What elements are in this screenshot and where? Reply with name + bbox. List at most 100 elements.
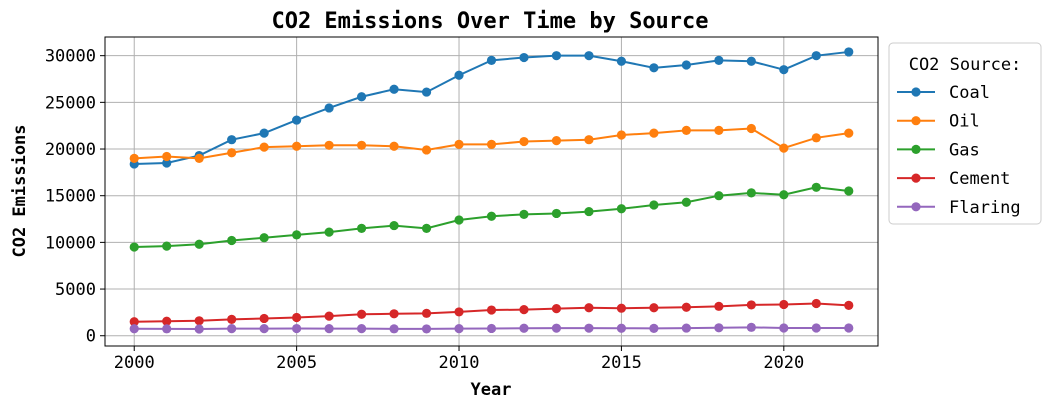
data-point-oil (162, 151, 172, 162)
series-layer (129, 47, 854, 334)
data-point-gas (129, 242, 139, 252)
y-tick-label: 10000 (45, 233, 96, 253)
legend-title: CO2 Source: (909, 55, 1022, 75)
data-point-cement (779, 299, 789, 310)
data-point-flaring (779, 323, 789, 333)
data-point-oil (356, 140, 367, 150)
data-point-flaring (129, 324, 139, 334)
y-tick-label: 0 (86, 327, 96, 347)
data-point-gas (681, 197, 691, 207)
legend-item-flaring: Flaring (897, 198, 1021, 218)
data-point-coal (421, 87, 432, 97)
x-axis-label: Year (471, 380, 512, 400)
data-point-gas (649, 200, 659, 210)
data-point-oil (681, 125, 691, 135)
x-tick-label: 2020 (763, 353, 804, 373)
data-point-oil (389, 141, 399, 151)
data-point-cement (324, 311, 334, 321)
data-point-coal (389, 84, 399, 94)
series-flaring (129, 322, 854, 334)
data-point-coal (324, 103, 334, 113)
data-point-coal (681, 60, 691, 70)
x-tick-label: 2005 (276, 353, 317, 373)
legend-marker-gas (911, 144, 921, 154)
x-tick-label: 2000 (114, 353, 155, 373)
data-point-gas (486, 211, 497, 221)
data-point-gas (519, 209, 529, 219)
data-point-oil (649, 128, 659, 138)
data-point-cement (227, 314, 237, 324)
legend-marker-oil (911, 116, 921, 126)
legend-label-flaring: Flaring (949, 198, 1021, 218)
data-point-cement (454, 307, 464, 317)
data-point-flaring (681, 323, 691, 333)
data-point-coal (779, 65, 789, 75)
data-point-gas (259, 233, 269, 243)
data-point-gas (844, 186, 854, 196)
y-tick-label: 25000 (45, 93, 96, 113)
data-point-flaring (519, 323, 529, 333)
x-tick-label: 2010 (439, 353, 480, 373)
data-point-cement (292, 312, 302, 323)
data-point-gas (421, 223, 432, 233)
data-point-gas (584, 206, 594, 217)
data-point-oil (519, 136, 529, 147)
data-point-oil (746, 123, 756, 134)
data-point-oil (259, 142, 269, 152)
data-point-flaring (714, 323, 724, 333)
data-point-flaring (746, 322, 756, 332)
data-point-oil (194, 153, 204, 163)
data-point-cement (421, 308, 432, 318)
data-point-flaring (162, 324, 172, 334)
data-point-cement (844, 300, 854, 310)
grid-layer (105, 37, 878, 346)
data-point-gas (227, 235, 237, 246)
data-point-gas (324, 227, 334, 237)
legend-item-gas: Gas (897, 140, 980, 160)
data-point-gas (389, 220, 399, 231)
data-point-cement (519, 304, 529, 315)
data-point-oil (324, 140, 334, 150)
data-point-gas (356, 223, 367, 233)
data-point-coal (486, 55, 497, 65)
data-point-flaring (551, 323, 562, 333)
legend-label-gas: Gas (949, 140, 980, 160)
legend-item-coal: Coal (897, 83, 990, 103)
data-point-oil (714, 125, 724, 135)
data-point-gas (746, 188, 756, 198)
data-point-flaring (811, 323, 821, 333)
legend-marker-coal (911, 87, 921, 97)
series-coal (129, 47, 854, 169)
data-point-coal (519, 52, 529, 63)
data-point-coal (454, 70, 464, 80)
data-point-oil (584, 135, 594, 145)
data-point-flaring (356, 324, 367, 334)
y-axis-label: CO2 Emissions (10, 124, 30, 257)
data-point-cement (194, 316, 204, 326)
data-point-gas (292, 230, 302, 240)
x-tick-label: 2015 (601, 353, 642, 373)
data-point-gas (194, 239, 204, 249)
data-point-coal (551, 51, 562, 61)
data-point-flaring (649, 323, 659, 333)
data-point-coal (746, 56, 756, 66)
data-point-oil (486, 139, 497, 149)
y-tick-label: 20000 (45, 140, 96, 160)
data-point-flaring (292, 323, 302, 334)
data-point-flaring (844, 323, 854, 333)
data-point-flaring (421, 324, 432, 334)
data-point-flaring (486, 323, 497, 334)
data-point-oil (551, 136, 562, 146)
series-oil (129, 123, 854, 163)
data-point-flaring (616, 323, 627, 333)
data-point-coal (227, 135, 237, 145)
data-point-oil (421, 145, 432, 155)
data-point-flaring (454, 324, 464, 334)
data-point-flaring (259, 324, 269, 334)
data-point-cement (681, 302, 691, 312)
data-point-flaring (584, 323, 594, 333)
data-point-gas (162, 241, 172, 251)
data-point-cement (616, 303, 627, 313)
data-point-oil (811, 133, 821, 143)
